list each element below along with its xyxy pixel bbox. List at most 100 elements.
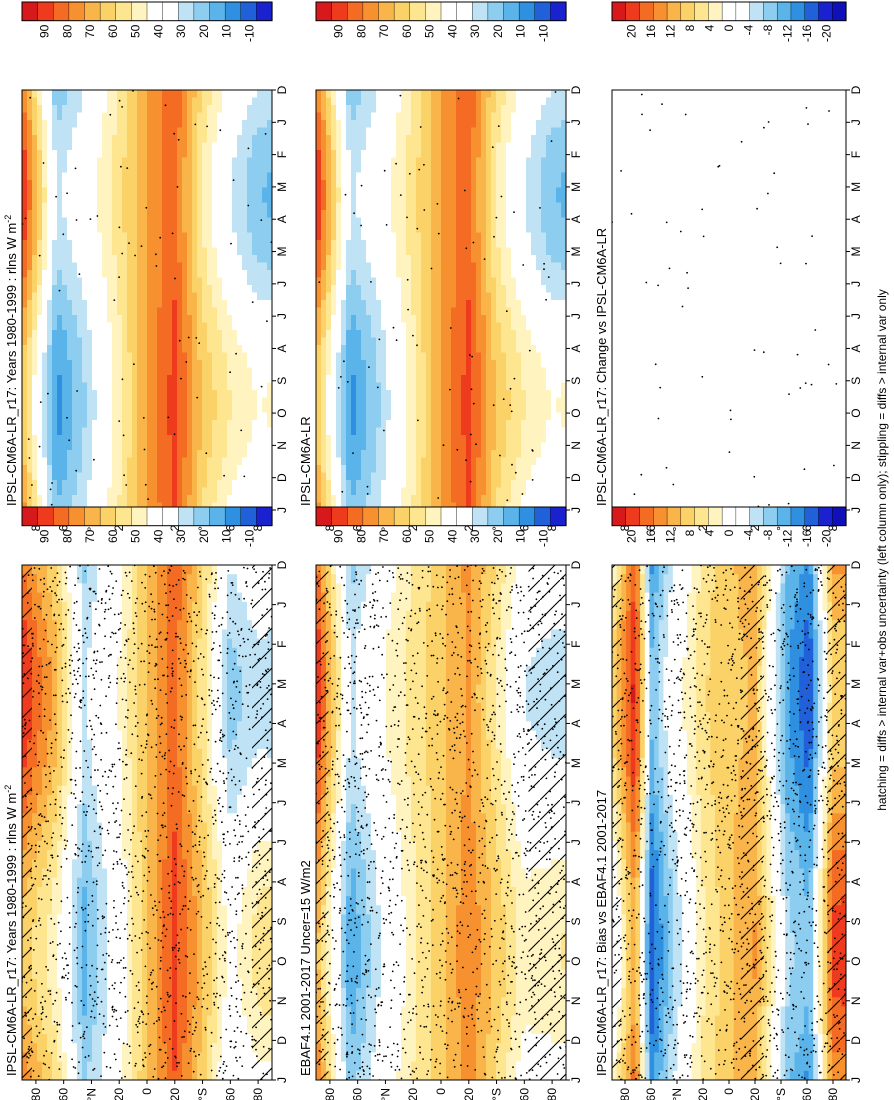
- heatmap-cell: [107, 397, 113, 406]
- heatmap-cell: [336, 375, 342, 384]
- heatmap-cell: [326, 442, 332, 451]
- heatmap-cell: [257, 150, 263, 159]
- stipple-dot: [123, 474, 125, 477]
- heatmap-cell: [132, 435, 138, 444]
- heatmap-cell: [471, 375, 477, 384]
- heatmap-cell: [162, 360, 168, 369]
- heatmap-cell: [366, 457, 372, 466]
- heatmap-cell: [401, 120, 407, 129]
- heatmap-cell: [391, 90, 397, 99]
- heatmap-cell: [491, 157, 497, 166]
- heatmap-cell: [416, 495, 422, 504]
- heatmap-cell: [112, 345, 118, 354]
- heatmap-cell: [421, 397, 427, 406]
- heatmap-cell: [421, 120, 427, 129]
- heatmap-cell: [326, 352, 332, 361]
- heatmap-cell: [102, 435, 108, 444]
- heatmap-cell: [406, 405, 412, 414]
- heatmap-cell: [132, 345, 138, 354]
- heatmap-cell: [192, 457, 198, 466]
- heatmap-cell: [431, 435, 437, 444]
- heatmap-cell: [87, 315, 93, 324]
- heatmap-cell: [257, 120, 263, 129]
- heatmap-cell: [187, 150, 193, 159]
- heatmap-cell: [72, 292, 78, 301]
- heatmap-cell: [461, 225, 467, 234]
- heatmap-cell: [257, 465, 263, 474]
- heatmap-cell: [57, 435, 63, 444]
- heatmap-cell: [72, 457, 78, 466]
- heatmap-cell: [252, 382, 258, 391]
- heatmap-cell: [401, 247, 407, 256]
- heatmap-cell: [237, 127, 243, 136]
- heatmap-cell: [62, 300, 68, 309]
- heatmap-cell: [416, 187, 422, 196]
- heatmap-cell: [57, 255, 63, 264]
- heatmap-cell: [42, 105, 48, 114]
- stipple-dot: [75, 469, 78, 472]
- heatmap-cell: [371, 457, 377, 466]
- heatmap-cell: [411, 120, 417, 129]
- heatmap-cell: [117, 262, 123, 271]
- heatmap-cell: [67, 300, 73, 309]
- heatmap-cell: [232, 457, 238, 466]
- heatmap-cell: [316, 375, 322, 384]
- heatmap-cell: [336, 157, 342, 166]
- heatmap-cell: [257, 202, 263, 211]
- heatmap-cell: [476, 300, 482, 309]
- heatmap-cell: [386, 487, 392, 496]
- heatmap-cell: [421, 195, 427, 204]
- heatmap-cell: [37, 322, 43, 331]
- heatmap-cell: [466, 285, 472, 294]
- heatmap-cell: [346, 127, 352, 136]
- heatmap-cell: [316, 120, 322, 129]
- heatmap-cell: [92, 270, 98, 279]
- panel-title-sup: -2: [3, 215, 13, 223]
- heatmap-cell: [172, 292, 178, 301]
- stipple-dot: [38, 254, 41, 257]
- heatmap-cell: [242, 135, 248, 144]
- heatmap-cell: [192, 435, 198, 444]
- heatmap-cell: [27, 195, 33, 204]
- heatmap-cell: [117, 427, 123, 436]
- heatmap-cell: [42, 285, 48, 294]
- heatmap-cell: [416, 442, 422, 451]
- heatmap-cell: [451, 150, 457, 159]
- heatmap-cell: [222, 337, 228, 346]
- heatmap-cell: [167, 120, 173, 129]
- heatmap-cell: [32, 367, 38, 376]
- heatmap-cell: [381, 337, 387, 346]
- heatmap-cell: [446, 240, 452, 249]
- heatmap-cell: [456, 97, 462, 106]
- heatmap-cell: [247, 262, 253, 271]
- heatmap-cell: [47, 487, 53, 496]
- heatmap-cell: [92, 195, 98, 204]
- heatmap-cell: [247, 195, 253, 204]
- heatmap-cell: [262, 247, 268, 256]
- heatmap-cell: [416, 120, 422, 129]
- heatmap-cell: [321, 375, 327, 384]
- heatmap-cell: [257, 480, 263, 489]
- heatmap-cell: [351, 375, 357, 384]
- heatmap-cell: [87, 285, 93, 294]
- heatmap-cell: [152, 390, 158, 399]
- heatmap-cell: [77, 300, 83, 309]
- heatmap-cell: [441, 202, 447, 211]
- heatmap-cell: [177, 255, 183, 264]
- heatmap-cell: [247, 285, 253, 294]
- heatmap-cell: [491, 187, 497, 196]
- heatmap-cell: [162, 270, 168, 279]
- heatmap-cell: [321, 360, 327, 369]
- heatmap-cell: [167, 217, 173, 226]
- heatmap-cell: [326, 382, 332, 391]
- heatmap-cell: [416, 210, 422, 219]
- heatmap-cell: [37, 390, 43, 399]
- heatmap-cell: [252, 292, 258, 301]
- heatmap-cell: [42, 172, 48, 181]
- heatmap-cell: [117, 142, 123, 151]
- heatmap-cell: [42, 442, 48, 451]
- heatmap-cell: [476, 412, 482, 421]
- heatmap-cell: [396, 300, 402, 309]
- heatmap-cell: [486, 247, 492, 256]
- heatmap-cell: [192, 322, 198, 331]
